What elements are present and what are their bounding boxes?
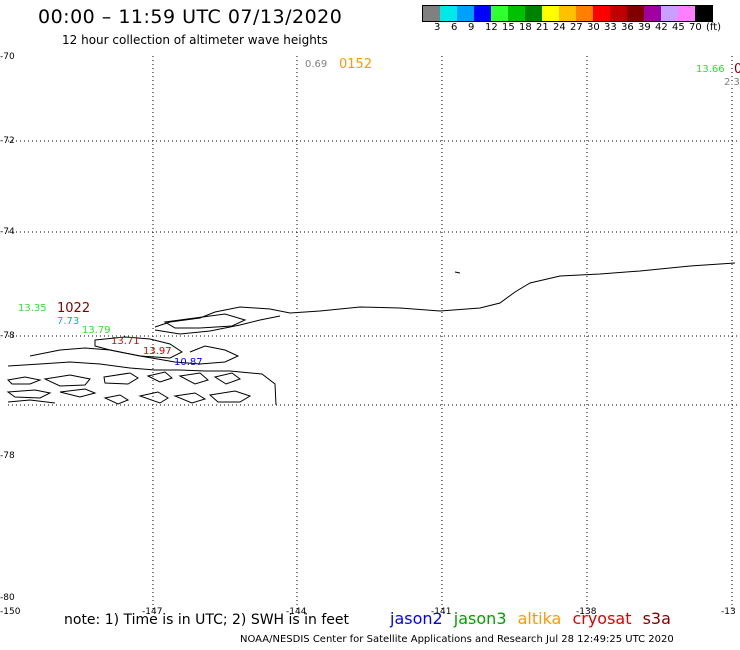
wave-height-label: 13.66 (696, 64, 725, 75)
legend-swatch (678, 6, 695, 21)
legend-swatch (593, 6, 610, 21)
legend-label: 12 (485, 22, 498, 33)
longitude-label: -141 (431, 607, 452, 617)
legend-swatch (559, 6, 576, 21)
observation-time-label: 0152 (339, 57, 373, 72)
wave-height-label: 10.87 (174, 357, 203, 368)
longitude-label: -13 (721, 607, 736, 617)
satellite-name-jason2: jason2 (390, 609, 443, 628)
satellite-name-altika: altika (517, 609, 562, 628)
legend-swatch (610, 6, 627, 21)
color-legend (422, 5, 713, 22)
wave-height-label: 2.3 (724, 77, 740, 88)
legend-label: 18 (519, 22, 532, 33)
legend-label: 36 (621, 22, 634, 33)
legend-label: 21 (536, 22, 549, 33)
legend-swatch (423, 6, 440, 21)
color-legend-labels: 3 6 9 12 15 18 21 24 27 30 33 36 39 42 45 70 (ft) (422, 22, 740, 34)
wave-height-label: 13.71 (111, 336, 140, 347)
legend-label: 70 (689, 22, 702, 33)
legend-label: 6 (451, 22, 458, 33)
legend-swatch (474, 6, 491, 21)
longitude-label: -147 (142, 607, 163, 617)
legend-swatch (491, 6, 508, 21)
latitude-label: -70 (0, 52, 15, 62)
map-subtitle: 12 hour collection of altimeter wave hei… (62, 33, 328, 47)
wave-height-label: 13.35 (18, 303, 47, 314)
legend-label: 15 (502, 22, 515, 33)
latitude-label: -72 (0, 136, 15, 146)
legend-label: 27 (570, 22, 583, 33)
satellite-name-jason3: jason3 (453, 609, 507, 628)
legend-label: 39 (638, 22, 651, 33)
observation-time-label: 0 (734, 62, 740, 77)
legend-label: 45 (672, 22, 685, 33)
wave-height-label: 13.79 (82, 325, 111, 336)
wave-height-label: 13.97 (143, 346, 172, 357)
legend-label: 30 (587, 22, 600, 33)
legend-swatch (440, 6, 457, 21)
legend-swatch (644, 6, 661, 21)
legend-swatch (525, 6, 542, 21)
wave-height-label: 7.73 (57, 316, 80, 327)
footer-note: note: 1) Time is in UTC; 2) SWH is in fe… (64, 612, 350, 628)
longitude-label: -150 (0, 607, 21, 617)
map-title: 00:00 – 11:59 UTC 07/13/2020 (38, 6, 343, 28)
legend-swatch (695, 6, 712, 21)
legend-label: (ft) (706, 22, 722, 33)
legend-swatch (661, 6, 678, 21)
coastline (6, 262, 736, 406)
legend-label: 9 (468, 22, 475, 33)
latitude-label: -78 (0, 451, 15, 461)
legend-label: 3 (434, 22, 441, 33)
longitude-label: -138 (576, 607, 597, 617)
graticule (8, 56, 740, 612)
satellite-legend: jason2 jason3 altika cryosat s3a (390, 609, 677, 628)
satellite-name-s3a: s3a (642, 609, 671, 628)
legend-swatch (457, 6, 474, 21)
latitude-label: -74 (0, 227, 15, 237)
legend-label: 42 (655, 22, 668, 33)
legend-swatch (508, 6, 525, 21)
wave-height-label: 0.69 (305, 59, 328, 70)
legend-swatch (576, 6, 593, 21)
longitude-label: -144 (286, 607, 307, 617)
latitude-label: -78 (0, 331, 15, 341)
legend-swatch (627, 6, 644, 21)
legend-swatch (542, 6, 559, 21)
legend-label: 24 (553, 22, 566, 33)
observation-time-label: 1022 (57, 301, 91, 316)
legend-label: 33 (604, 22, 617, 33)
latitude-label: -80 (0, 593, 15, 603)
credit-line: NOAA/NESDIS Center for Satellite Applica… (240, 634, 674, 645)
satellite-name-cryosat: cryosat (572, 609, 632, 628)
